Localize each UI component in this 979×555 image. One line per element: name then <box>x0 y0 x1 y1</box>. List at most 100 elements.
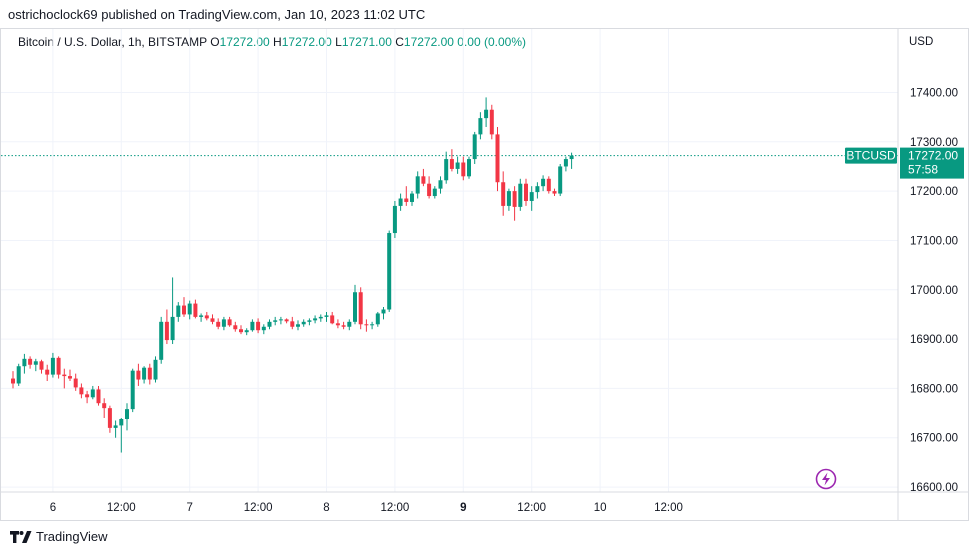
candle-body <box>341 325 346 327</box>
candle-body <box>33 361 38 365</box>
grid-lines <box>1 29 898 492</box>
candle-body <box>444 159 449 181</box>
candle <box>187 300 192 320</box>
candle-body <box>11 378 15 384</box>
candle <box>506 188 511 211</box>
candle <box>96 385 101 406</box>
candle-body <box>484 109 489 119</box>
candle <box>512 186 517 221</box>
candle <box>233 321 238 332</box>
candle-body <box>261 326 266 331</box>
candle-body <box>187 303 192 315</box>
candle <box>495 126 500 192</box>
candle <box>79 383 84 399</box>
candle <box>113 420 118 438</box>
candle-body <box>79 387 84 395</box>
x-tick-label: 6 <box>50 502 56 514</box>
low-label: L <box>335 35 342 49</box>
symbol-tag <box>845 147 897 164</box>
candle-body <box>113 425 118 428</box>
footer-brand[interactable]: TradingView <box>10 529 108 544</box>
candle <box>358 287 363 330</box>
candle-body <box>119 418 124 426</box>
candle <box>136 363 141 386</box>
candle <box>563 156 568 172</box>
candle <box>392 200 397 238</box>
candle-body <box>50 357 55 375</box>
candle <box>541 175 546 192</box>
candle <box>142 366 147 384</box>
candle-body <box>296 324 300 327</box>
candle-body <box>541 178 546 187</box>
y-tick-label: 17300.00 <box>910 137 958 149</box>
candle <box>256 318 261 334</box>
lightning-icon[interactable] <box>815 468 837 490</box>
candle <box>552 188 557 197</box>
candle <box>478 112 483 140</box>
candle-body <box>45 369 50 375</box>
candle-body <box>546 178 551 192</box>
candle <box>33 358 38 372</box>
symbol-legend: Bitcoin / U.S. Dollar, 1h, BITSTAMP O172… <box>18 35 526 49</box>
candle-body <box>489 109 494 135</box>
candle <box>535 182 540 199</box>
candle <box>73 373 78 391</box>
candle-body <box>552 191 557 194</box>
candle-body <box>227 319 232 326</box>
candle <box>102 398 107 419</box>
price-axis: 17400.00 17300.00 17200.00 17100.00 17000.00… <box>897 29 958 520</box>
candle-body <box>410 193 414 202</box>
candle <box>250 319 255 332</box>
candle-body <box>267 321 272 327</box>
candles <box>11 97 574 453</box>
candle <box>427 176 432 199</box>
candle-body <box>381 309 386 314</box>
candle <box>90 385 95 400</box>
candle-body <box>136 370 141 380</box>
candle-body <box>324 315 329 317</box>
candle-body <box>524 183 528 201</box>
countdown-label: 57:58 <box>908 163 938 177</box>
candle <box>410 191 414 206</box>
candle-body <box>347 321 352 327</box>
candle <box>284 318 289 324</box>
candle <box>290 316 295 330</box>
chart-frame <box>0 28 969 521</box>
candle-body <box>210 318 215 322</box>
candle <box>199 313 204 322</box>
candle <box>444 151 449 184</box>
candle <box>176 302 181 322</box>
candle-body <box>330 315 335 324</box>
candle <box>546 176 551 194</box>
candle <box>335 319 340 329</box>
candle <box>484 97 489 127</box>
candle-body <box>290 321 295 327</box>
candle-body <box>22 358 27 367</box>
close-value: 17272.00 <box>403 35 454 49</box>
candle-body <box>432 188 437 197</box>
candle <box>125 403 129 431</box>
candle <box>318 314 323 322</box>
candle-body <box>558 166 563 194</box>
close-label: C <box>395 35 404 49</box>
candle-body <box>233 325 238 330</box>
candle <box>307 318 312 326</box>
candle-body <box>427 183 432 197</box>
candle-body <box>398 198 403 206</box>
candle-body <box>518 183 523 207</box>
candle-body <box>153 359 158 380</box>
candle-body <box>107 408 112 428</box>
open-label: O <box>210 35 220 49</box>
last-price-tag <box>900 147 964 179</box>
candle <box>153 356 158 383</box>
candle <box>119 418 124 453</box>
candle-body <box>506 191 511 206</box>
candle <box>45 364 50 382</box>
candle <box>16 363 21 386</box>
candle <box>529 186 534 211</box>
candle-body <box>182 305 186 315</box>
candle-body <box>387 233 392 310</box>
candle-body <box>176 305 181 317</box>
candle <box>170 277 175 345</box>
